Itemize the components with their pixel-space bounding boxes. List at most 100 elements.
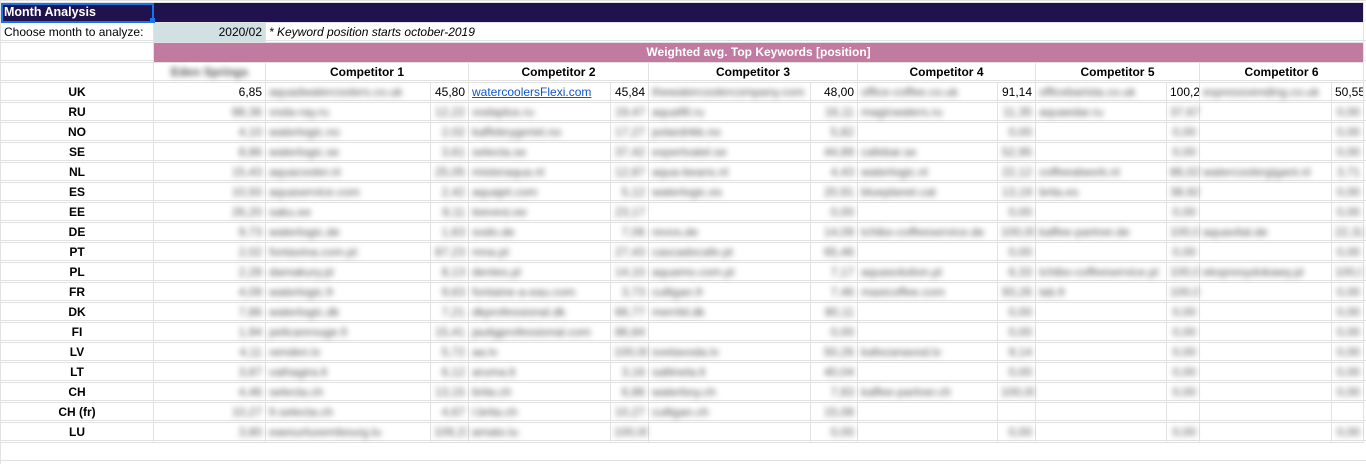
competitor-position-cell[interactable]: 3,71 bbox=[1330, 162, 1365, 183]
competitor-position-cell[interactable]: 8,13 bbox=[430, 262, 469, 283]
competitor-site-cell[interactable]: amato.lu bbox=[468, 422, 611, 443]
competitor-position-cell[interactable]: 100,00 bbox=[997, 382, 1036, 403]
competitor-position-cell[interactable]: 17,27 bbox=[610, 122, 649, 143]
competitor-site-cell[interactable]: lab.fr bbox=[1035, 282, 1167, 303]
own-position-cell[interactable]: 10,50 bbox=[153, 182, 266, 203]
competitor-site-cell[interactable] bbox=[857, 362, 998, 383]
competitor-site-cell[interactable] bbox=[1199, 322, 1332, 343]
competitor-position-cell[interactable]: 0,00 bbox=[1330, 122, 1365, 143]
competitor-position-cell[interactable]: 0,00 bbox=[810, 422, 858, 443]
competitor-site-cell[interactable] bbox=[1035, 122, 1167, 143]
competitor-position-cell[interactable]: 37,67 bbox=[1166, 102, 1200, 123]
competitor-site-cell[interactable] bbox=[1199, 242, 1332, 263]
competitor-site-cell[interactable]: misteraqua.nl bbox=[468, 162, 611, 183]
country-cell[interactable]: PT bbox=[0, 242, 154, 263]
competitor-position-cell[interactable]: 0,00 bbox=[1330, 142, 1365, 163]
competitor-position-cell[interactable]: 100,0 bbox=[1330, 262, 1365, 283]
competitor-site-cell[interactable]: tchibo-coffeeservice.pl bbox=[1035, 262, 1167, 283]
competitor-site-cell[interactable] bbox=[857, 402, 998, 423]
competitor-position-cell[interactable]: 3,61 bbox=[430, 142, 469, 163]
competitor-position-cell[interactable]: 9,14 bbox=[997, 342, 1036, 363]
country-cell[interactable]: LV bbox=[0, 342, 154, 363]
competitor-position-cell[interactable]: 100,00 bbox=[610, 422, 649, 443]
competitor-site-cell[interactable]: aruma.lt bbox=[468, 362, 611, 383]
competitor-position-cell[interactable]: 0,00 bbox=[1166, 342, 1200, 363]
competitor-site-cell[interactable]: culligan.fr bbox=[648, 282, 811, 303]
competitor-site-cell[interactable]: saku.ee bbox=[265, 202, 431, 223]
competitor-site-cell[interactable]: aquaedar.ru bbox=[1035, 102, 1167, 123]
competitor-position-cell[interactable]: 0,00 bbox=[997, 302, 1036, 323]
competitor-position-cell[interactable]: 45,80 bbox=[430, 82, 469, 103]
competitor-site-cell[interactable] bbox=[648, 202, 811, 223]
competitor-position-cell[interactable]: 20,91 bbox=[810, 182, 858, 203]
competitor-position-cell[interactable]: 4,43 bbox=[810, 162, 858, 183]
own-position-cell[interactable]: 2,02 bbox=[153, 242, 266, 263]
country-cell[interactable]: PL bbox=[0, 262, 154, 283]
competitor-site-cell[interactable]: selecta.ch bbox=[265, 382, 431, 403]
competitor-site-cell[interactable]: mna.pt bbox=[468, 242, 611, 263]
competitor-site-cell[interactable] bbox=[857, 322, 998, 343]
country-cell[interactable]: UK bbox=[0, 82, 154, 103]
competitor-site-cell[interactable]: kaffee-partner.ch bbox=[857, 382, 998, 403]
competitor-position-cell[interactable]: 0,00 bbox=[1330, 342, 1365, 363]
competitor-site-cell[interactable] bbox=[1199, 122, 1332, 143]
competitor-site-cell[interactable] bbox=[1035, 142, 1167, 163]
competitor-site-cell[interactable]: maxicoffee.com bbox=[857, 282, 998, 303]
competitor-position-cell[interactable]: 3,16 bbox=[610, 362, 649, 383]
competitor-position-cell[interactable]: 7,17 bbox=[810, 262, 858, 283]
competitor-position-cell[interactable]: 0,00 bbox=[1330, 182, 1365, 203]
own-position-cell[interactable]: 9,73 bbox=[153, 222, 266, 243]
competitor-position-cell[interactable]: 13,19 bbox=[997, 182, 1036, 203]
competitor-position-cell[interactable]: 0,00 bbox=[1330, 322, 1365, 343]
competitor-position-cell[interactable] bbox=[1166, 402, 1200, 423]
competitor-site-cell[interactable] bbox=[857, 302, 998, 323]
competitor-site-cell[interactable]: waterlogic.fr bbox=[265, 282, 431, 303]
competitor-position-cell[interactable]: 109,23 bbox=[430, 422, 469, 443]
competitor-site-cell[interactable]: sodo.de bbox=[468, 222, 611, 243]
competitor-site-cell[interactable]: dentes.pl bbox=[468, 262, 611, 283]
competitor-position-cell[interactable]: 0,00 bbox=[1166, 242, 1200, 263]
country-cell[interactable]: NO bbox=[0, 122, 154, 143]
competitor-position-cell[interactable]: 23,17 bbox=[610, 202, 649, 223]
competitor-site-cell[interactable]: cafebar.se bbox=[857, 142, 998, 163]
competitor-position-cell[interactable]: 25,05 bbox=[430, 162, 469, 183]
competitor-site-cell[interactable] bbox=[648, 422, 811, 443]
competitor-position-cell[interactable]: 0,00 bbox=[1330, 362, 1365, 383]
own-position-cell[interactable]: 4,09 bbox=[153, 282, 266, 303]
competitor-position-cell[interactable]: 12,22 bbox=[430, 102, 469, 123]
competitor-site-cell[interactable]: pelicanrouge.fi bbox=[265, 322, 431, 343]
competitor-site-cell[interactable] bbox=[1035, 342, 1167, 363]
own-position-cell[interactable]: 3,87 bbox=[153, 362, 266, 383]
competitor-site-cell[interactable] bbox=[1199, 282, 1332, 303]
competitor-position-cell[interactable]: 40,04 bbox=[810, 362, 858, 383]
competitor-position-cell[interactable]: 45,84 bbox=[610, 82, 649, 103]
competitor-position-cell[interactable]: 0,00 bbox=[1330, 242, 1365, 263]
competitor-site-cell[interactable]: brita.ch bbox=[468, 382, 611, 403]
competitor-site-cell[interactable] bbox=[1199, 142, 1332, 163]
competitor-site-cell[interactable]: merrild.dk bbox=[648, 302, 811, 323]
competitor-position-cell[interactable]: 5,82 bbox=[810, 122, 858, 143]
competitor-position-cell[interactable]: 66,77 bbox=[610, 302, 649, 323]
competitor-site-cell[interactable]: waterlogic.no bbox=[265, 122, 431, 143]
own-position-cell[interactable]: 6,85 bbox=[153, 82, 266, 103]
competitor-4-header[interactable]: Competitor 4 bbox=[857, 62, 1036, 83]
competitor-site-cell[interactable] bbox=[1035, 202, 1167, 223]
competitor-position-cell[interactable]: 27,43 bbox=[610, 242, 649, 263]
competitor-site-cell[interactable] bbox=[1035, 322, 1167, 343]
country-cell[interactable]: RU bbox=[0, 102, 154, 123]
competitor-position-cell[interactable]: 6,86 bbox=[610, 382, 649, 403]
competitor-site-cell[interactable]: aquavital.de bbox=[1199, 222, 1332, 243]
competitor-site-cell[interactable]: teevesi.ee bbox=[468, 202, 611, 223]
competitor-position-cell[interactable]: 11,35 bbox=[997, 102, 1036, 123]
competitor-site-cell[interactable]: office-coffee.co.uk bbox=[857, 82, 998, 103]
competitor-position-cell[interactable]: 5,12 bbox=[610, 182, 649, 203]
competitor-site-cell[interactable] bbox=[648, 322, 811, 343]
competitor-position-cell[interactable]: 6,12 bbox=[430, 362, 469, 383]
competitor-position-cell[interactable]: 10,27 bbox=[610, 402, 649, 423]
competitor-site-cell[interactable] bbox=[1199, 182, 1332, 203]
competitor-position-cell[interactable]: 0,00 bbox=[1330, 302, 1365, 323]
competitor-position-cell[interactable]: 1,63 bbox=[430, 222, 469, 243]
country-cell[interactable]: DK bbox=[0, 302, 154, 323]
competitor-position-cell[interactable]: 16,11 bbox=[810, 102, 858, 123]
competitor-site-cell[interactable]: waterboy.ch bbox=[648, 382, 811, 403]
